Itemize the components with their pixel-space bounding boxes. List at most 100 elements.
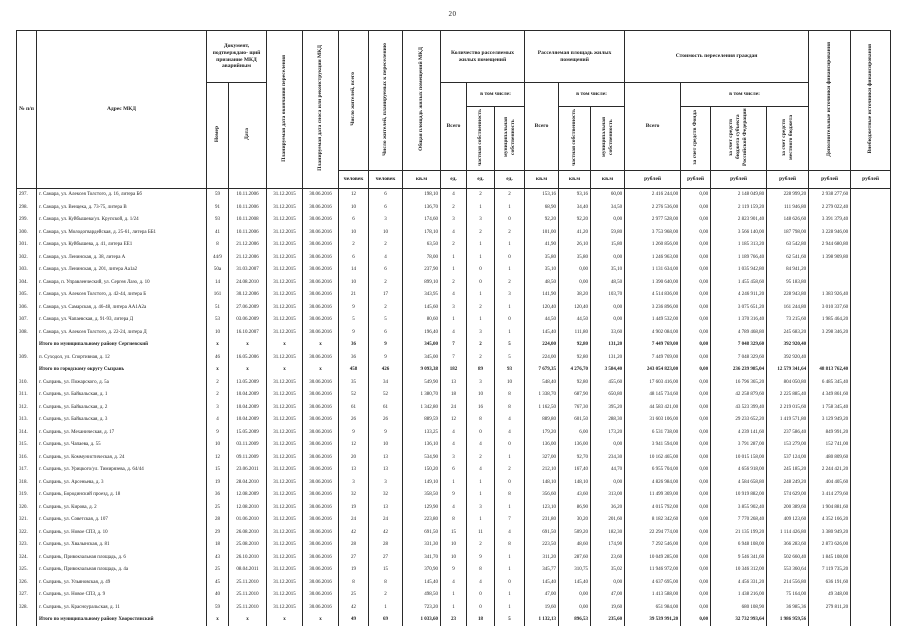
data-cell: 4 015 792,00 — [624, 501, 682, 514]
address-cell: г. Сызрань, Бородинский проезд, д. 18 — [36, 488, 207, 501]
data-cell: 167,40 — [558, 463, 592, 476]
data-cell: 309. — [16, 351, 37, 364]
data-cell: 212,10 — [524, 463, 560, 476]
data-cell: 0,00 — [680, 301, 712, 314]
data-cell: х — [227, 613, 268, 626]
data-cell: 47,00 — [590, 588, 626, 601]
data-cell: 30.06.2016 — [302, 238, 340, 251]
data-cell: 201,60 — [590, 513, 626, 526]
data-cell: 7 048 329,60 — [710, 351, 768, 364]
data-cell: 509,20 — [558, 526, 592, 539]
data-cell: 92,80 — [558, 376, 592, 389]
address-cell: г. Самара, ул. Ленинская, д. 201, литера… — [36, 263, 207, 276]
data-cell: 2 225 885,40 — [766, 388, 810, 401]
col-header-cost-region: за счет средств бюджета субъекта Российс… — [710, 106, 768, 171]
data-cell: 31.12.2015 — [266, 588, 304, 601]
data-cell: 62 541,60 — [766, 251, 810, 264]
data-cell: 302. — [16, 251, 37, 264]
data-cell: 537 124,00 — [766, 451, 810, 464]
data-cell: 0,00 — [680, 276, 712, 289]
address-cell: г. Сызрань, ул. Советская, д. 107 — [36, 513, 207, 526]
data-cell: 0,00 — [680, 613, 712, 626]
data-cell: 92,20 — [558, 213, 592, 226]
data-cell: 2 — [206, 388, 229, 401]
data-cell: 2 — [466, 451, 496, 464]
data-cell: 248 249,20 — [766, 476, 810, 489]
data-cell: 182 — [440, 363, 468, 376]
data-cell: 31.12.2015 — [266, 376, 304, 389]
data-cell: 1 — [466, 476, 496, 489]
data-cell: 395,20 — [590, 401, 626, 414]
data-cell: 1 — [494, 301, 526, 314]
data-cell: 36 — [206, 488, 229, 501]
data-cell: 4 656 918,00 — [710, 463, 768, 476]
data-cell: 409 123,60 — [766, 513, 810, 526]
data-cell: 0,00 — [590, 301, 626, 314]
data-cell: 0,00 — [680, 551, 712, 564]
data-cell: 0,00 — [680, 313, 712, 326]
data-cell: 47,00 — [524, 588, 560, 601]
data-cell: 91 — [206, 201, 229, 214]
data-cell: 312. — [16, 401, 37, 414]
data-cell: 6 — [338, 213, 370, 226]
table-row: 300. г. Самара, ул. Молодогвардейская, д.… — [16, 226, 892, 239]
data-cell: 237,90 — [402, 263, 442, 276]
data-cell: 93 — [494, 363, 526, 376]
data-cell: 31.12.2015 — [266, 438, 304, 451]
data-cell: 31.12.2015 — [266, 488, 304, 501]
data-cell: 01.06.2010 — [227, 513, 268, 526]
data-cell: х — [266, 363, 304, 376]
total-row: Итого по городскому округу Сызрань х х х х 45… — [16, 363, 892, 376]
data-cell: 30.06.2016 — [302, 413, 340, 426]
data-cell: 21 135 199,20 — [710, 526, 768, 539]
data-cell: 30.06.2016 — [302, 438, 340, 451]
data-cell: 30.06.2016 — [302, 426, 340, 439]
data-cell: 1 398 909,80 — [808, 251, 852, 264]
data-cell: 6 955 704,00 — [624, 463, 682, 476]
data-cell: 9 546 341,60 — [710, 551, 768, 564]
data-cell: 92,80 — [558, 338, 592, 351]
address-cell: г. Сызрань, ул. Хвалынская, д. 81 — [36, 538, 207, 551]
data-cell: 14 — [338, 263, 370, 276]
address-cell: Итого по муниципальному району Хворостян… — [36, 613, 207, 626]
data-cell: 1 413 588,00 — [624, 588, 682, 601]
col-header-doc-number: Номер — [206, 82, 229, 189]
data-cell: 4 — [494, 426, 526, 439]
data-cell: 4 — [206, 413, 229, 426]
table-row: 320. г. Сызрань, ул. Кирова, д. 2 25 12.08.… — [16, 501, 892, 514]
data-cell: 4 — [440, 326, 468, 339]
data-cell: 182,30 — [590, 526, 626, 539]
data-cell: 2 — [494, 276, 526, 289]
data-cell: 24.08.2010 — [227, 276, 268, 289]
data-cell: 26 — [368, 413, 404, 426]
data-cell: 370,90 — [402, 563, 442, 576]
data-cell: 28 — [206, 513, 229, 526]
data-cell: 279 811,20 — [808, 601, 852, 614]
data-cell: 30.06.2016 — [302, 288, 340, 301]
data-cell: 299. — [16, 213, 37, 226]
data-cell: 321. — [16, 513, 37, 526]
data-cell: 31.12.2015 — [266, 501, 304, 514]
data-cell — [850, 388, 892, 401]
data-cell: 1 — [494, 551, 526, 564]
data-cell: 319. — [16, 488, 37, 501]
data-cell: 1 438 216,00 — [710, 588, 768, 601]
data-cell: 75 164,00 — [766, 588, 810, 601]
table-row: 302. г. Самара, ул. Ленинская, д. 38, лит… — [16, 251, 892, 264]
data-cell: 61 — [368, 401, 404, 414]
data-cell: 245 185,20 — [766, 463, 810, 476]
data-cell: 30.06.2016 — [302, 188, 340, 201]
data-cell: 1 189 766,40 — [710, 251, 768, 264]
data-cell: 36 985,36 — [766, 601, 810, 614]
table-row: 312. г. Сызрань, ул. Байкальская, д. 2 3 10… — [16, 401, 892, 414]
data-cell: 7 770 268,40 — [710, 513, 768, 526]
table-row: 298. г. Самара, ул. Венцека, д. 73-75, ли… — [16, 201, 892, 214]
data-cell: 43 — [206, 551, 229, 564]
data-cell: 3 — [440, 301, 468, 314]
data-cell: 0,00 — [680, 213, 712, 226]
data-cell: 9 093,38 — [402, 363, 442, 376]
data-cell: 234,30 — [590, 451, 626, 464]
data-cell: 10.11.2008 — [227, 213, 268, 226]
data-cell: 3 — [494, 288, 526, 301]
data-cell: 1 — [466, 251, 496, 264]
